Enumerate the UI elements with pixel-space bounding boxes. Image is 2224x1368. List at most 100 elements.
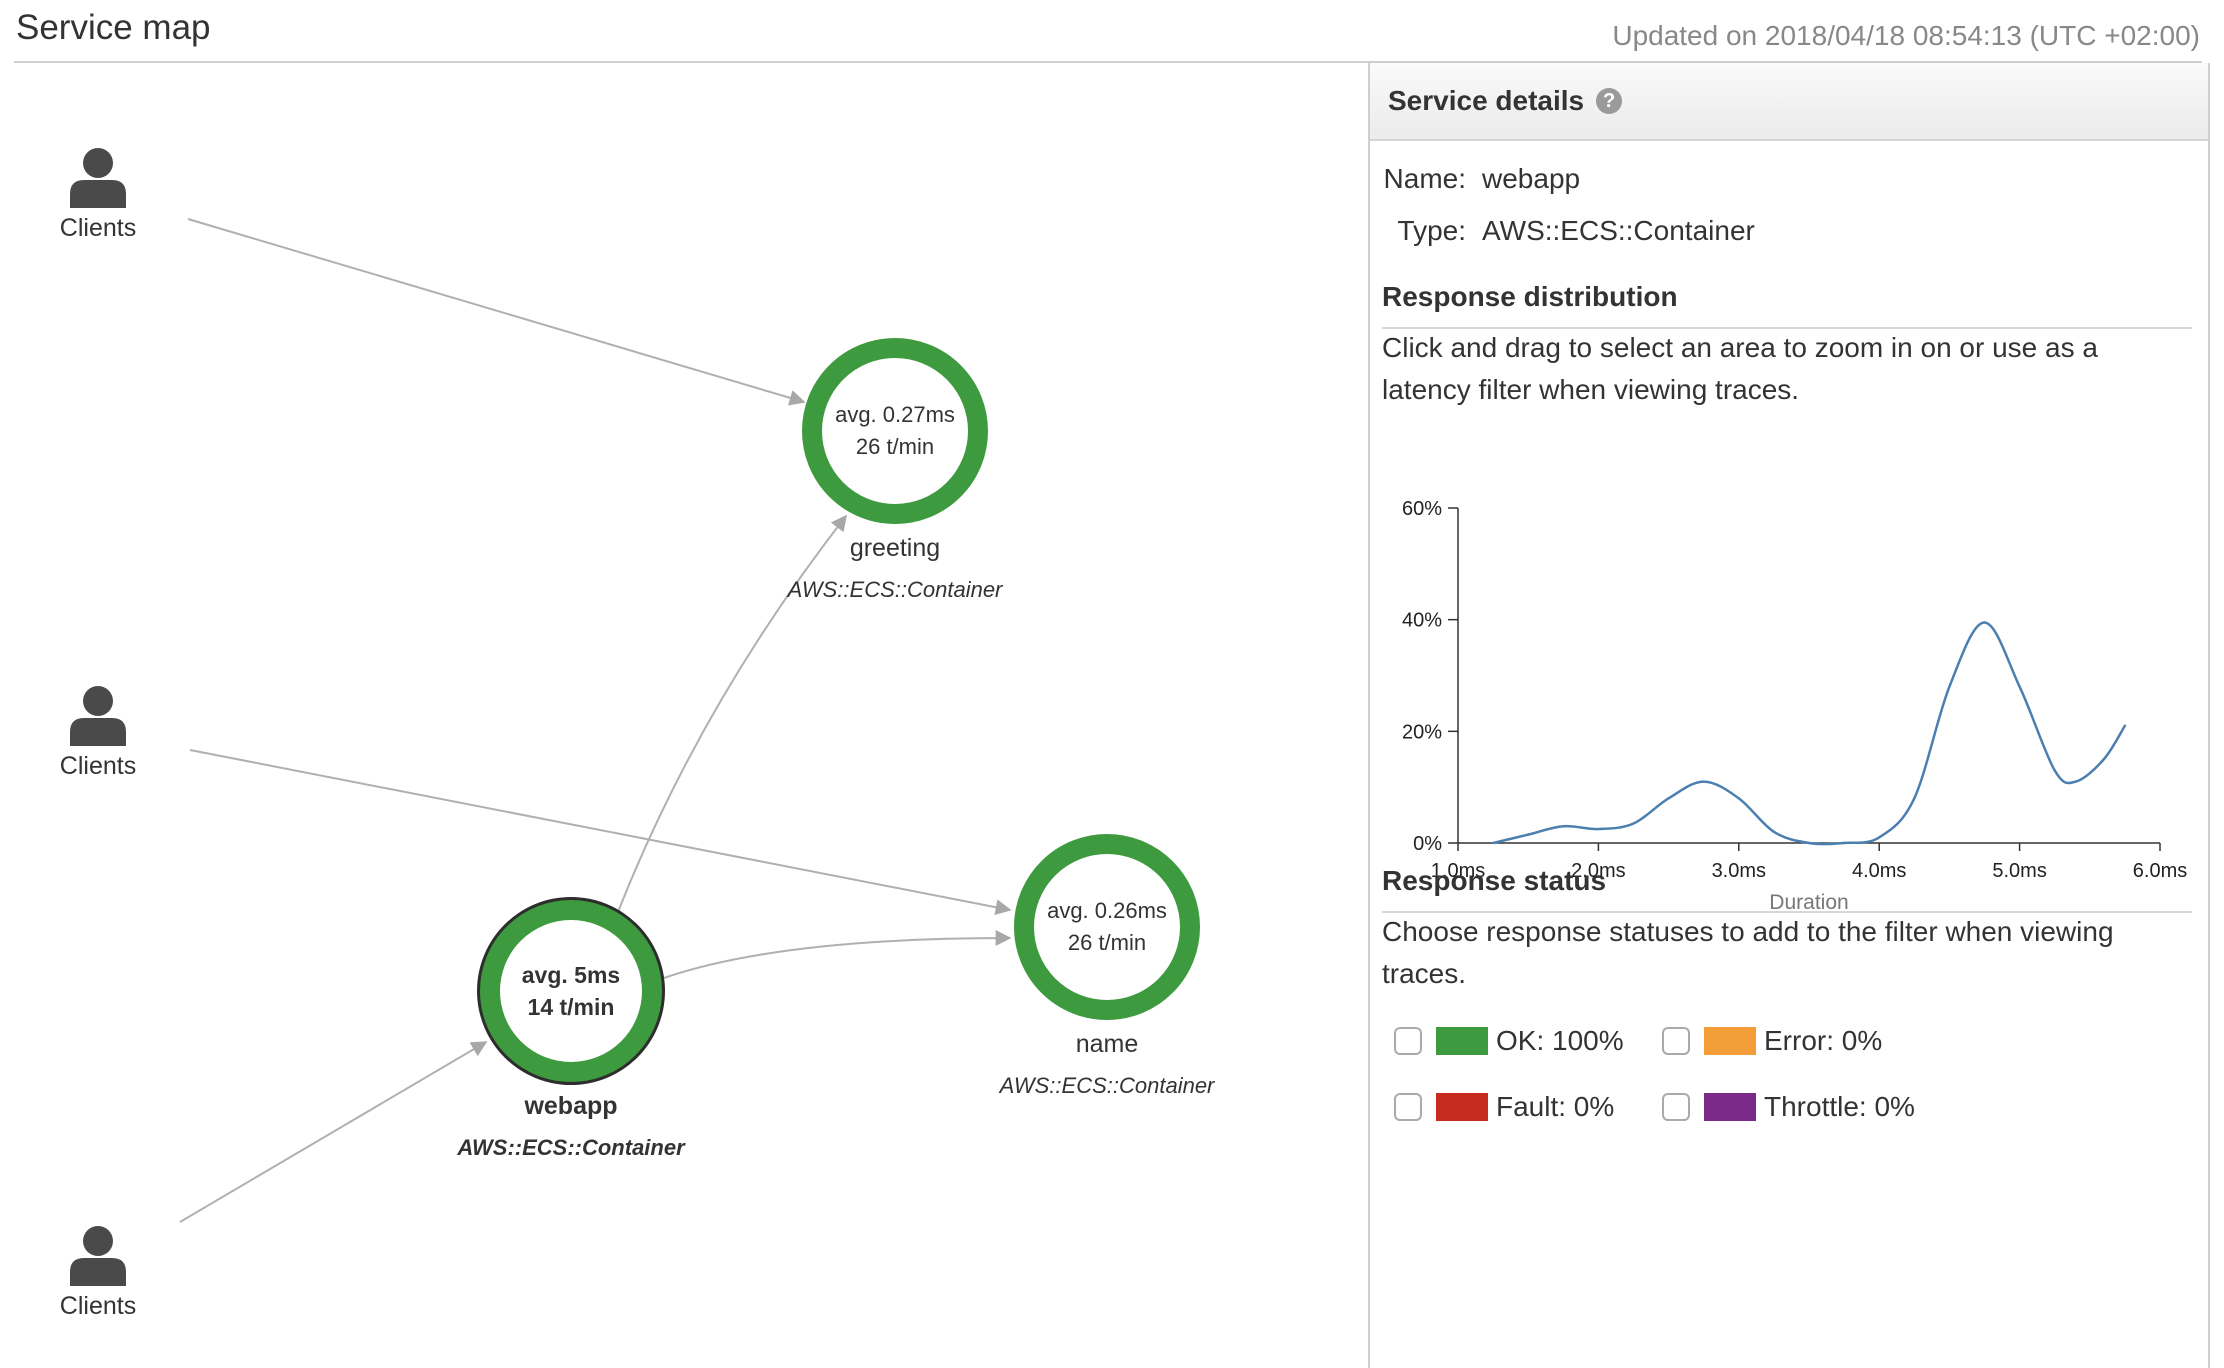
data-point [2018, 685, 2021, 688]
y-tick-label: 40% [1402, 610, 1442, 632]
header-divider [14, 61, 2202, 63]
health-ring[interactable]: avg. 0.26ms 26 t/min [1014, 834, 1200, 1020]
fault-checkbox[interactable] [1394, 1093, 1422, 1121]
distribution-line [1492, 621, 2126, 846]
type-label: Type: [1397, 215, 1466, 246]
x-tick-label: 1.0ms [1431, 860, 1485, 882]
x-tick-label: 5.0ms [1992, 860, 2046, 882]
data-point [1913, 797, 1916, 800]
data-point [1842, 841, 1846, 845]
user-icon [70, 148, 126, 208]
error-label: Error: 0% [1764, 1025, 1883, 1056]
data-point [2053, 769, 2056, 772]
fault-swatch [1436, 1093, 1488, 1121]
data-point [1948, 685, 1951, 688]
fault-label: Fault: 0% [1496, 1091, 1615, 1122]
edge-webapp-to-name[interactable] [663, 930, 1012, 979]
client-node[interactable]: Clients [38, 146, 158, 243]
service-type: AWS::ECS::Container [457, 1135, 685, 1160]
data-point [1772, 830, 1776, 834]
data-point [2074, 780, 2077, 783]
data-point [1702, 780, 1705, 783]
service-name: webapp [524, 1092, 618, 1120]
data-point [1491, 841, 1495, 845]
x-tick-label: 3.0ms [1712, 860, 1766, 882]
client-label: Clients [59, 214, 137, 242]
request-rate: 26 t/min [855, 434, 935, 459]
error-checkbox[interactable] [1662, 1027, 1690, 1055]
response-status-title: Response status [1382, 865, 2192, 913]
avg-latency: avg. 0.26ms [1047, 898, 1167, 923]
throttle-checkbox[interactable] [1662, 1093, 1690, 1121]
ok-checkbox[interactable] [1394, 1027, 1422, 1055]
client-node[interactable]: Clients [38, 1224, 158, 1321]
service-type: AWS::ECS::Container [787, 577, 1003, 602]
service-name: name [1075, 1030, 1139, 1058]
data-point [2102, 758, 2106, 761]
throttle-swatch [1704, 1093, 1756, 1121]
name-label: Name: [1383, 163, 1466, 194]
question-circle-icon[interactable]: ? [1596, 88, 1623, 114]
page-title: Service map [16, 8, 211, 47]
x-tick-label: 6.0ms [2133, 860, 2187, 882]
response-distribution-title: Response distribution [1382, 281, 2192, 329]
service-name: greeting [849, 534, 941, 562]
y-tick-label: 20% [1402, 721, 1442, 743]
x-axis-title: Duration [1769, 891, 1848, 914]
updated-timestamp: Updated on 2018/04/18 08:54:13 (UTC +02:… [1612, 20, 2200, 51]
service-map-canvas[interactable]: Clients Clients Clients avg. 0.27ms 26 t… [0, 64, 1368, 1368]
error-swatch [1704, 1027, 1756, 1055]
status-help-text: Choose response statuses to add to the f… [1382, 916, 2114, 989]
response-distribution-chart[interactable]: 0% 20% 40% 60% 1.0ms 2.0ms 3.0ms 4.0ms 5.0ms 6.0m… [1370, 413, 2208, 923]
edge-clients-to-greeting[interactable] [187, 218, 806, 406]
client-node[interactable]: Clients [38, 684, 158, 781]
data-point [1597, 827, 1600, 831]
data-point [1667, 797, 1670, 800]
data-point [1983, 621, 1986, 624]
data-point [1737, 797, 1740, 800]
name-row: Name: webapp [1370, 163, 1581, 195]
data-point [1562, 825, 1565, 828]
edge-webapp-to-greeting[interactable] [617, 514, 847, 913]
ok-label: OK: 100% [1496, 1025, 1624, 1056]
service-node-greeting[interactable]: avg. 0.27ms 26 t/min greeting AWS::ECS::… [755, 338, 1035, 603]
client-label: Clients [59, 752, 137, 780]
edge-clients-to-webapp[interactable] [179, 1041, 488, 1223]
status-throttle[interactable]: Throttle: 0% [1662, 1091, 1915, 1123]
data-point [1527, 833, 1530, 836]
user-icon [70, 1226, 126, 1286]
data-point [1807, 841, 1811, 845]
distribution-help-text: Click and drag to select an area to zoom… [1382, 332, 2098, 405]
ok-swatch [1436, 1027, 1488, 1055]
service-node-name[interactable]: avg. 0.26ms 26 t/min name AWS::ECS::Cont… [967, 834, 1247, 1099]
type-row: Type: AWS::ECS::Container [1370, 215, 1755, 247]
status-error[interactable]: Error: 0% [1662, 1025, 1882, 1057]
user-icon [70, 686, 126, 746]
data-point [1632, 822, 1635, 825]
request-rate: 14 t/min [527, 994, 615, 1020]
edge-clients-to-name[interactable] [189, 749, 1012, 916]
data-point [2123, 724, 2127, 727]
type-value: AWS::ECS::Container [1482, 215, 1755, 246]
status-ok[interactable]: OK: 100% [1394, 1025, 1624, 1057]
name-value: webapp [1482, 163, 1581, 194]
y-tick-label: 60% [1402, 498, 1442, 520]
avg-latency: avg. 0.27ms [835, 402, 955, 427]
data-point [1878, 836, 1881, 839]
panel-header: Service details ? [1370, 63, 2208, 141]
health-ring[interactable]: avg. 5ms 14 t/min [480, 900, 662, 1082]
service-node-webapp[interactable]: avg. 5ms 14 t/min webapp AWS::ECS::Conta… [431, 900, 711, 1161]
edge-layer [179, 218, 1012, 1223]
health-ring[interactable]: avg. 0.27ms 26 t/min [802, 338, 988, 524]
throttle-label: Throttle: 0% [1764, 1091, 1915, 1122]
service-details-panel: Service details ? Name: webapp Type: AWS::… [1368, 63, 2210, 1368]
x-tick-label: 4.0ms [1852, 860, 1906, 882]
client-label: Clients [59, 1292, 137, 1320]
avg-latency: avg. 5ms [521, 962, 621, 988]
status-fault[interactable]: Fault: 0% [1394, 1091, 1614, 1123]
x-tick-label: 2.0ms [1571, 860, 1625, 882]
y-tick-label: 0% [1413, 833, 1442, 855]
panel-title: Service details [1388, 85, 1585, 116]
request-rate: 26 t/min [1067, 930, 1147, 955]
service-type: AWS::ECS::Container [999, 1073, 1215, 1098]
